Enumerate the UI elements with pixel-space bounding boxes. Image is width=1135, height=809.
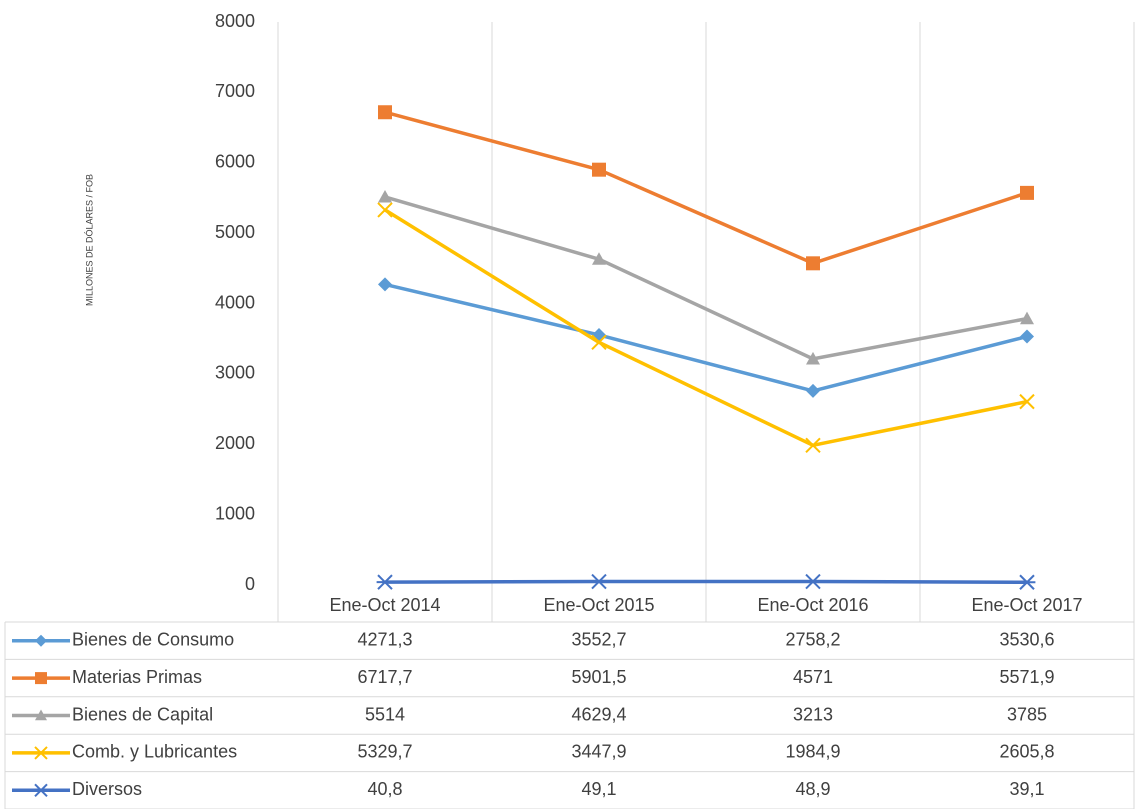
table-value: 2758,2: [785, 629, 840, 649]
y-tick-label: 5000: [215, 222, 255, 242]
x-tick-label: Ene-Oct 2017: [971, 595, 1082, 615]
y-tick-label: 8000: [215, 11, 255, 31]
marker: [1020, 329, 1034, 344]
marker: [804, 573, 822, 590]
marker: [1020, 311, 1034, 325]
y-tick-label: 3000: [215, 363, 255, 383]
marker: [35, 634, 47, 647]
series-line: [384, 195, 1028, 361]
table-value: 3530,6: [999, 629, 1054, 649]
table-value: 1984,9: [785, 742, 840, 762]
marker: [35, 709, 47, 721]
table-value: 49,1: [581, 779, 616, 799]
y-tick-label: 4000: [215, 292, 255, 312]
marker: [806, 383, 820, 398]
y-tick-label: 2000: [215, 433, 255, 453]
marker: [378, 277, 392, 292]
table-value: 3785: [1007, 704, 1047, 724]
legend-label: Comb. y Lubricantes: [72, 742, 237, 762]
marker: [806, 351, 820, 365]
marker: [591, 334, 607, 351]
table-value: 5901,5: [571, 667, 626, 687]
series-line: [384, 208, 1028, 448]
marker: [1018, 574, 1036, 590]
y-axis-title: MILLONES DE DÓLARES / FOB: [84, 174, 94, 306]
table-value: 3552,7: [571, 629, 626, 649]
marker: [590, 573, 608, 590]
legend-label: Materias Primas: [72, 667, 202, 687]
table-value: 4629,4: [571, 704, 626, 724]
x-tick-label: Ene-Oct 2016: [757, 595, 868, 615]
legend-label: Diversos: [72, 779, 142, 799]
marker: [592, 252, 606, 265]
table-value: 3447,9: [571, 742, 626, 762]
marker: [377, 202, 393, 218]
series-line: [384, 579, 1028, 584]
table-value: 5514: [365, 704, 405, 724]
marker: [376, 574, 394, 590]
table-value: 4271,3: [357, 629, 412, 649]
x-tick-label: Ene-Oct 2015: [543, 595, 654, 615]
table-value: 2605,8: [999, 742, 1054, 762]
table-value: 5571,9: [999, 667, 1054, 687]
y-tick-label: 0: [245, 574, 255, 594]
series-line: [384, 110, 1028, 266]
series-line: [384, 282, 1028, 393]
marker: [378, 105, 392, 120]
marker: [806, 256, 820, 271]
table-value: 40,8: [367, 779, 402, 799]
marker: [34, 746, 48, 760]
marker: [1020, 185, 1034, 200]
legend-label: Bienes de Consumo: [72, 629, 234, 649]
table-value: 5329,7: [357, 742, 412, 762]
marker: [35, 672, 47, 685]
y-tick-label: 7000: [215, 81, 255, 101]
table-value: 3213: [793, 704, 833, 724]
marker: [378, 189, 392, 203]
marker: [1019, 393, 1035, 410]
x-tick-label: Ene-Oct 2014: [329, 595, 440, 615]
table-value: 6717,7: [357, 667, 412, 687]
legend-label: Bienes de Capital: [72, 704, 213, 724]
table-value: 48,9: [795, 779, 830, 799]
marker: [33, 783, 49, 798]
table-value: 39,1: [1009, 779, 1044, 799]
y-tick-label: 1000: [215, 503, 255, 523]
y-tick-label: 6000: [215, 152, 255, 172]
table-value: 4571: [793, 667, 833, 687]
marker: [805, 437, 821, 454]
marker: [592, 162, 606, 177]
